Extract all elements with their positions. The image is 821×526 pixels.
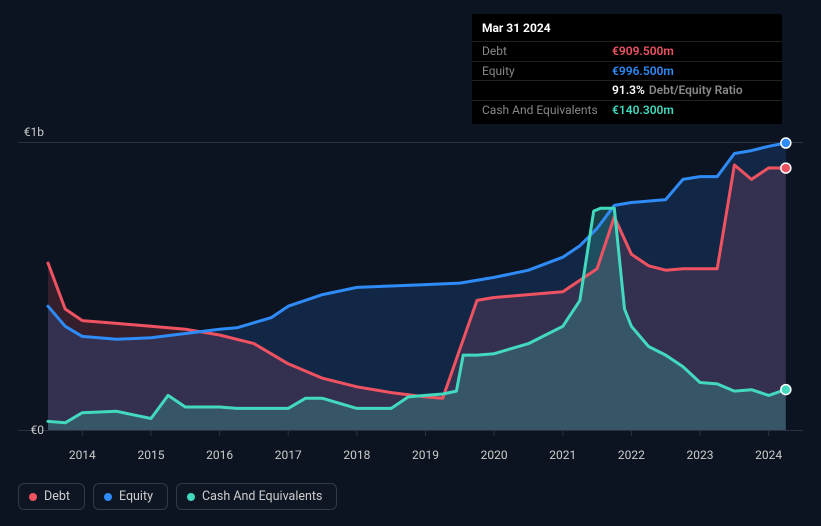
x-axis-tick: 2018 xyxy=(343,448,370,462)
tooltip-row-value: €996.500m xyxy=(612,63,674,80)
x-axis-tick: 2024 xyxy=(755,448,782,462)
legend-dot-icon xyxy=(187,493,195,501)
legend-label: Cash And Equivalents xyxy=(202,489,322,504)
x-axis-tick: 2023 xyxy=(687,448,714,462)
tooltip-row-label: Cash And Equivalents xyxy=(482,102,612,119)
legend-item-debt[interactable]: Debt xyxy=(18,483,85,510)
x-axis-tick: 2015 xyxy=(137,448,164,462)
legend-label: Equity xyxy=(119,489,153,504)
legend-item-cash-and-equivalents[interactable]: Cash And Equivalents xyxy=(176,483,337,510)
series-end-dot-cash xyxy=(781,385,791,395)
timeseries-chart: €1b €0 201420152016201720182019202020212… xyxy=(0,0,821,526)
legend-label: Debt xyxy=(44,489,70,504)
tooltip-row-value: 91.3%Debt/Equity Ratio xyxy=(612,82,743,99)
x-axis-tick: 2019 xyxy=(412,448,439,462)
tooltip-row: Cash And Equivalents€140.300m xyxy=(472,101,782,120)
legend-dot-icon xyxy=(104,493,112,501)
x-axis-tick: 2020 xyxy=(481,448,508,462)
chart-tooltip: Mar 31 2024 Debt€909.500mEquity€996.500m… xyxy=(472,14,782,124)
x-axis-tick: 2014 xyxy=(69,448,96,462)
tooltip-row: Equity€996.500m xyxy=(472,62,782,82)
legend-item-equity[interactable]: Equity xyxy=(93,483,168,510)
x-axis-tick: 2022 xyxy=(618,448,645,462)
series-end-dot-equity xyxy=(781,138,791,148)
tooltip-row-label: Debt xyxy=(482,43,612,60)
tooltip-row-value: €140.300m xyxy=(612,102,674,119)
tooltip-row-label: Equity xyxy=(482,63,612,80)
tooltip-row-value: €909.500m xyxy=(612,43,674,60)
chart-legend: Debt Equity Cash And Equivalents xyxy=(18,483,337,510)
x-axis-tick: 2016 xyxy=(206,448,233,462)
tooltip-row-suffix: Debt/Equity Ratio xyxy=(649,83,743,97)
legend-dot-icon xyxy=(29,493,37,501)
tooltip-row: Debt€909.500m xyxy=(472,42,782,62)
tooltip-date: Mar 31 2024 xyxy=(472,20,782,42)
x-axis-tick: 2017 xyxy=(275,448,302,462)
tooltip-row: 91.3%Debt/Equity Ratio xyxy=(472,81,782,101)
series-end-dot-debt xyxy=(781,163,791,173)
tooltip-row-label xyxy=(482,82,612,99)
x-axis-tick: 2021 xyxy=(549,448,576,462)
